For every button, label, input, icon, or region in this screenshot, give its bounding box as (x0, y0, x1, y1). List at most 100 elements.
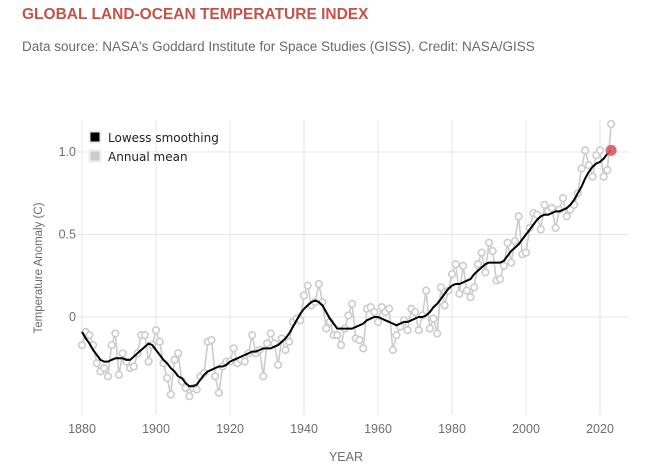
chart-subtitle: Data source: NASA's Goddard Institute fo… (22, 39, 535, 54)
annual-mean-point (274, 360, 283, 369)
annual-mean-point (440, 301, 449, 310)
x-tick-label: 1900 (142, 422, 170, 436)
grid (78, 120, 628, 415)
y-tick-label: 1.0 (59, 145, 76, 159)
annual-mean-point (532, 210, 542, 219)
annual-mean-point (470, 283, 479, 292)
annual-mean-point (547, 204, 557, 213)
annual-mean-point (466, 293, 475, 302)
legend: Lowess smoothing Annual mean (87, 130, 219, 166)
annual-mean-point (429, 314, 438, 323)
legend-label-annual[interactable]: Annual mean (108, 150, 188, 164)
annual-mean-point (348, 299, 357, 308)
legend-swatch-smoothing[interactable] (88, 130, 102, 144)
annual-mean-point (385, 304, 394, 313)
annual-mean-point (484, 238, 494, 247)
annual-mean-point (85, 331, 94, 340)
annual-mean-point (155, 337, 164, 346)
annual-mean-point (488, 246, 497, 256)
x-tick-label: 2020 (586, 422, 614, 436)
annual-mean-point (103, 372, 112, 381)
annual-mean-point (166, 390, 175, 399)
annual-mean-point (314, 279, 323, 289)
annual-mean-point (551, 223, 560, 232)
y-tick-label: 0 (69, 310, 76, 324)
annual-mean-point (285, 337, 294, 346)
lowess-smoothing-line (81, 149, 612, 388)
annual-mean-point (151, 326, 161, 335)
annual-mean-point (373, 317, 383, 327)
annual-mean-point (588, 172, 597, 181)
x-tick-label: 1940 (290, 422, 318, 436)
annual-mean-point (140, 331, 149, 340)
annual-mean-point (262, 339, 272, 348)
annual-mean-point (455, 289, 464, 299)
annual-mean-point (336, 340, 346, 350)
y-tick-label: 0.5 (59, 228, 76, 242)
annual-mean-point (462, 286, 471, 295)
annual-mean-point (303, 281, 312, 290)
annual-mean-point (499, 261, 508, 270)
annual-mean-point (410, 307, 420, 317)
x-tick-label: 1960 (364, 422, 392, 436)
y-axis-ticks: 0 0.5 1.0 (59, 145, 76, 324)
x-axis-label: YEAR (329, 450, 363, 464)
annual-mean-point (185, 392, 194, 401)
annual-mean-point (192, 385, 201, 394)
annual-mean-point (536, 225, 545, 234)
annual-mean-point (211, 372, 220, 381)
annual-mean-point (503, 238, 512, 247)
x-tick-label: 1920 (216, 422, 244, 436)
annual-mean-point (606, 119, 616, 129)
annual-mean-point (248, 331, 257, 340)
legend-label-smoothing[interactable]: Lowess smoothing (108, 131, 219, 145)
annual-mean-point (322, 324, 331, 333)
annual-mean-point (603, 166, 612, 175)
annual-mean-point (281, 345, 290, 355)
annual-mean-point (510, 237, 520, 246)
annual-mean-point (577, 164, 586, 173)
annual-mean-point (451, 260, 460, 269)
annual-mean-point (144, 357, 153, 366)
annual-mean-point (92, 359, 101, 368)
annual-mean-point (562, 212, 571, 221)
x-tick-label: 2000 (512, 422, 540, 436)
annual-mean-point (77, 340, 87, 350)
annual-mean-point (114, 370, 124, 379)
annual-mean-point (436, 283, 446, 292)
annual-mean-point (447, 270, 457, 279)
annual-mean-point (107, 340, 116, 350)
annual-mean-point (344, 311, 353, 320)
annual-mean-point (266, 329, 275, 338)
annual-mean-point (425, 324, 434, 333)
annual-mean-point (595, 146, 605, 155)
legend-swatch-annual[interactable] (88, 149, 102, 163)
annual-mean-point (259, 372, 268, 381)
annual-mean-point (359, 344, 368, 353)
annual-mean-point (496, 274, 505, 284)
annual-mean-point (477, 248, 486, 257)
annual-mean-point (433, 329, 442, 338)
annual-mean-point (355, 336, 364, 345)
annual-mean-point (558, 194, 568, 203)
annual-mean-point (163, 373, 172, 383)
annual-mean-point (599, 172, 608, 181)
annual-mean-point (581, 146, 590, 155)
lowess-smoothing-series (81, 144, 617, 388)
annual-mean-point (299, 291, 309, 300)
annual-mean-point (521, 248, 531, 257)
x-axis-ticks: 1880 1900 1920 1940 1960 1980 2000 2020 (68, 422, 614, 436)
annual-mean-point (414, 326, 423, 335)
annual-mean-point (240, 357, 249, 366)
annual-mean-point (422, 286, 431, 295)
latest-value-marker (605, 144, 617, 156)
annual-mean-point (214, 388, 223, 398)
annual-mean-point (473, 260, 483, 269)
annual-mean-point (584, 161, 594, 170)
annual-mean-point (459, 261, 468, 270)
annual-mean-point (403, 326, 412, 335)
annual-mean-point (118, 349, 127, 358)
annual-mean-point (392, 331, 401, 340)
annual-mean-point (229, 344, 238, 353)
